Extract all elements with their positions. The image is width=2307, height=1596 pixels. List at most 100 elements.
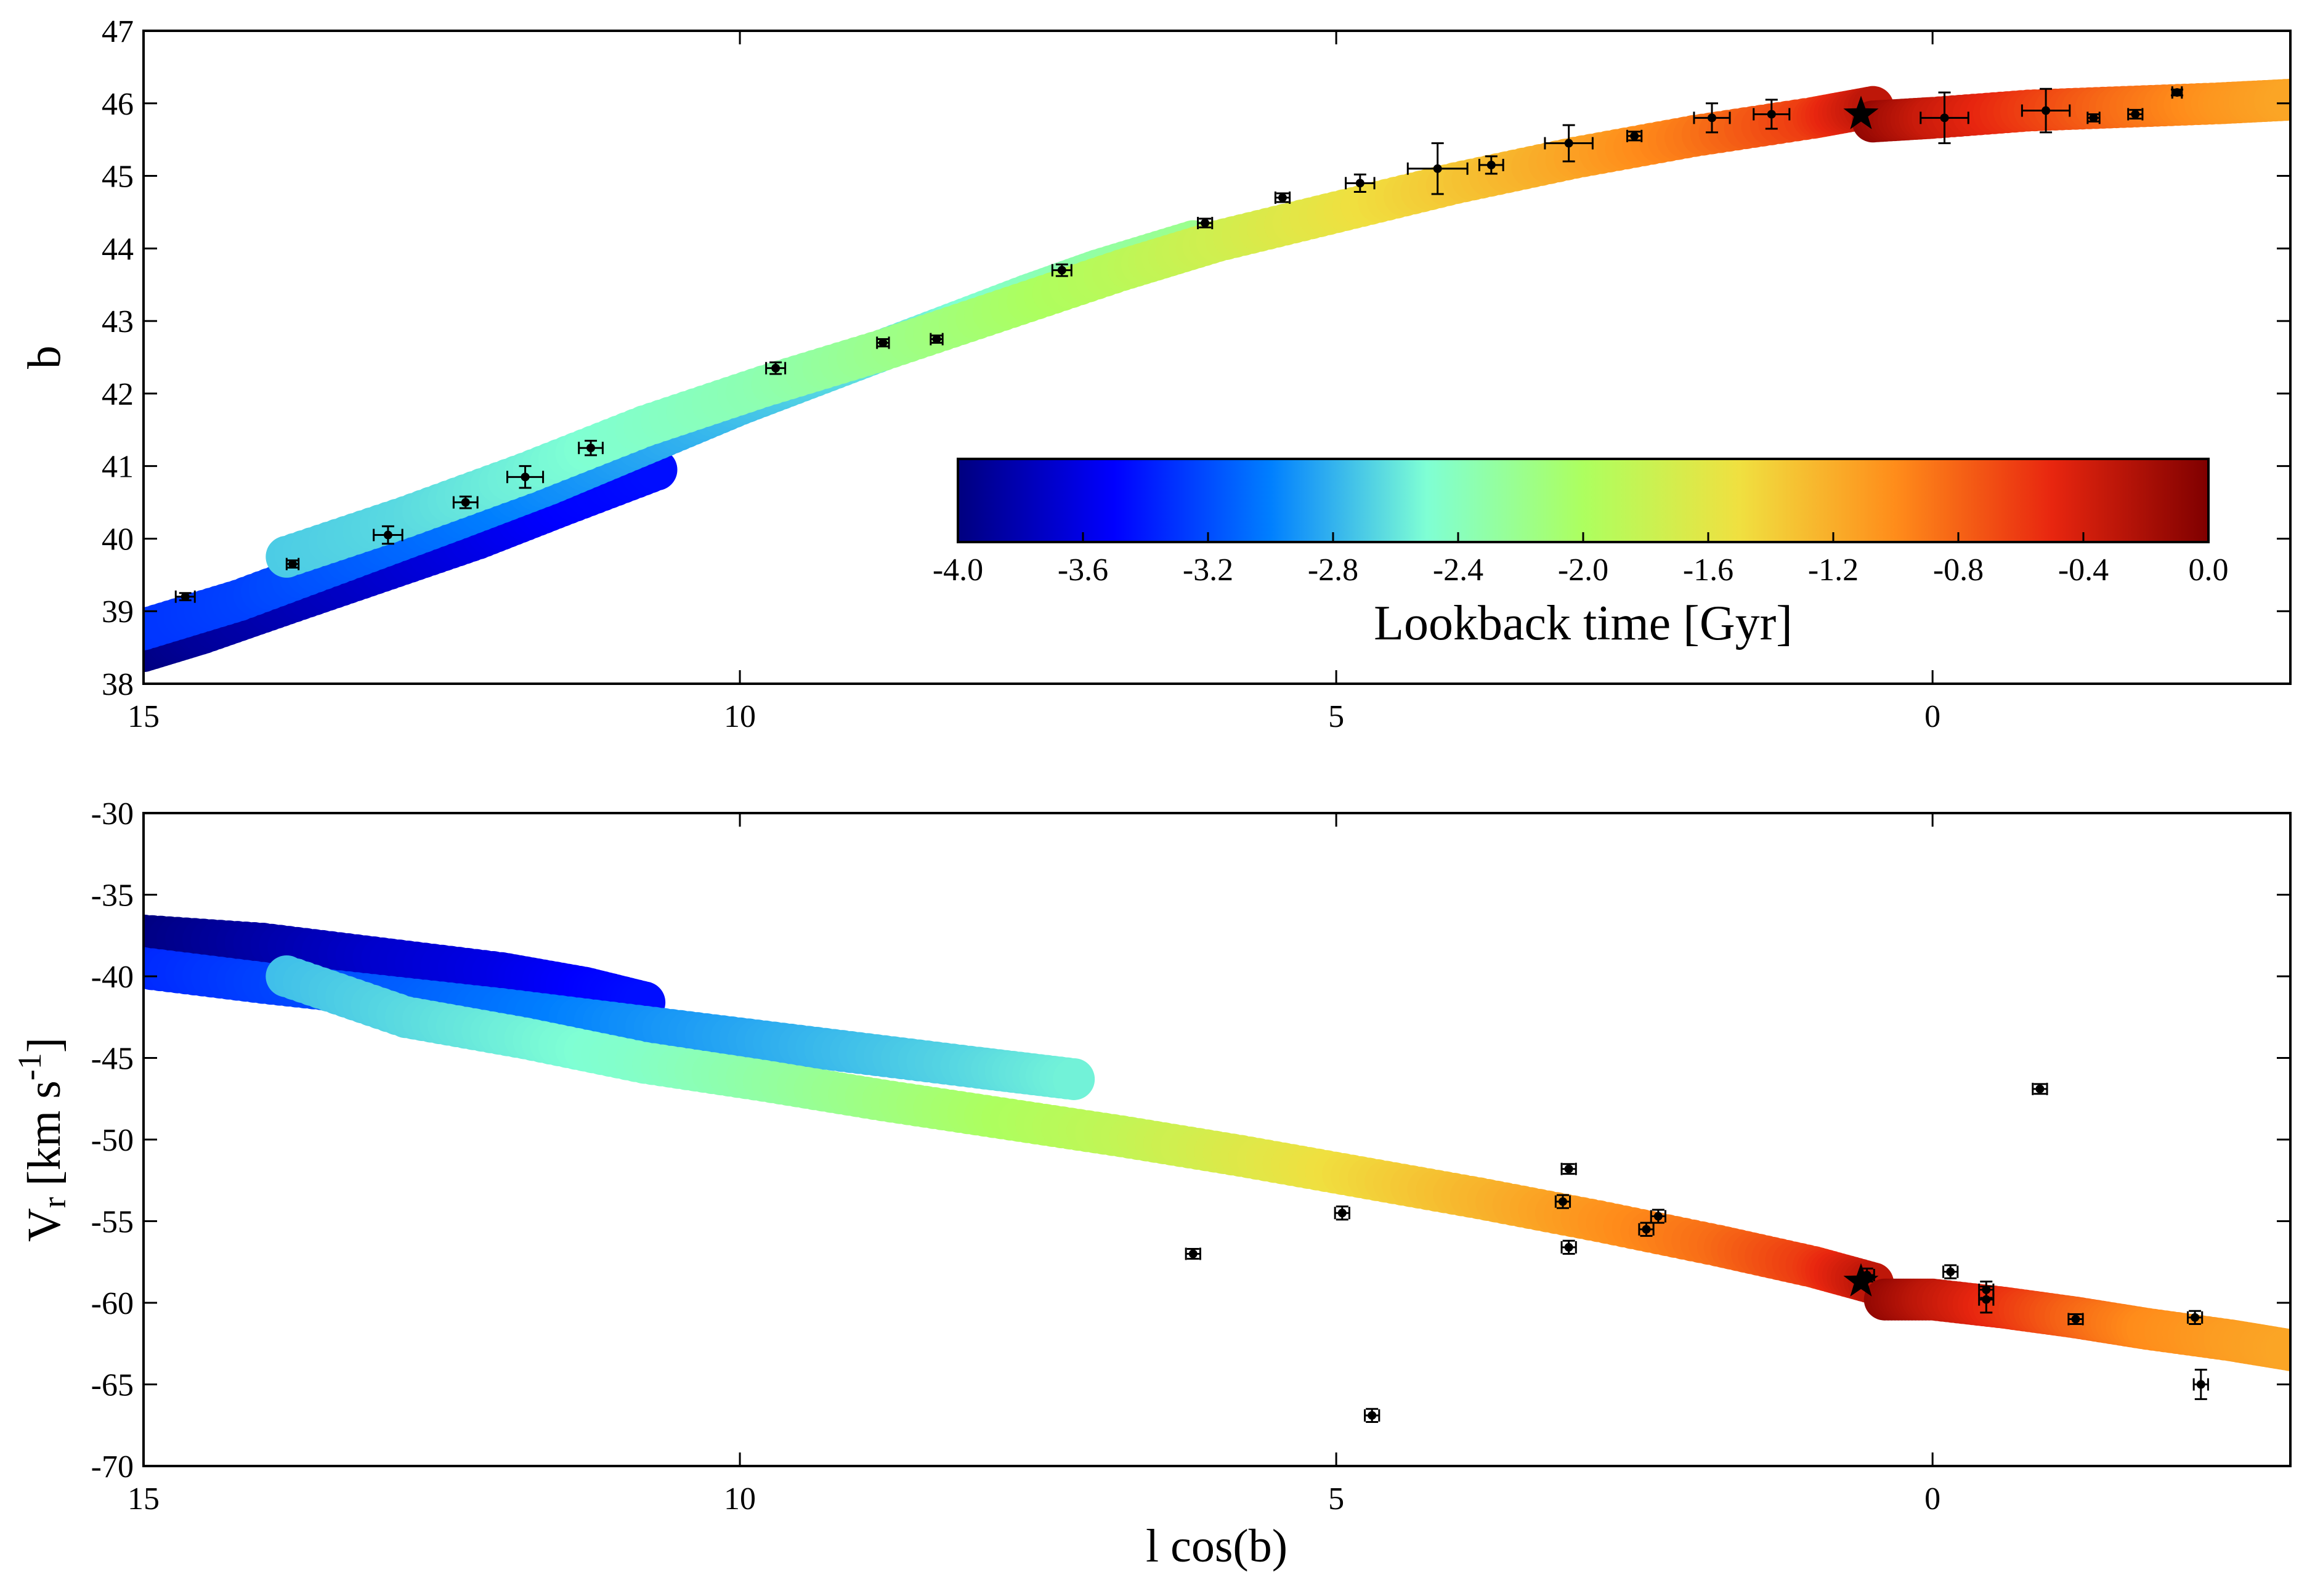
data-point-marker	[1201, 219, 1210, 228]
top-stream-tracks	[144, 78, 2290, 672]
data-point	[2171, 86, 2184, 99]
data-point	[2067, 1313, 2084, 1326]
bottom-star-marker	[1843, 1263, 1879, 1297]
data-point	[1554, 1194, 1571, 1209]
data-point	[765, 361, 787, 375]
data-point-marker	[1630, 131, 1639, 140]
colorbar-label: Lookback time [Gyr]	[1374, 596, 1793, 650]
y-tick-label: -60	[91, 1286, 134, 1321]
data-point	[1197, 217, 1214, 230]
y-tick-label: 42	[102, 377, 134, 412]
data-point-marker	[1653, 1212, 1663, 1221]
data-point-marker	[771, 363, 780, 373]
data-point-marker	[586, 444, 596, 453]
data-point	[1185, 1247, 1201, 1260]
ylabel-sub: r	[36, 1197, 73, 1208]
data-point-marker	[2196, 1380, 2205, 1389]
x-tick-label: 5	[1328, 699, 1344, 734]
data-point	[373, 525, 403, 545]
data-point-marker	[1982, 1295, 1991, 1304]
ylabel-main: V	[18, 1208, 70, 1242]
data-point	[2032, 1082, 2048, 1095]
x-tick-label: 10	[724, 699, 756, 734]
top-y-axis-label: b	[18, 346, 70, 369]
data-point	[1920, 91, 1969, 145]
colorbar-tick-label: -1.2	[1808, 553, 1859, 588]
data-point-marker	[1188, 1249, 1198, 1258]
y-tick-label: 44	[102, 232, 134, 267]
colorbar-tick-label: 0.0	[2189, 553, 2229, 588]
data-point-marker	[1940, 113, 1949, 123]
stream-track	[1852, 78, 2290, 143]
data-point	[1978, 1286, 1995, 1314]
ylabel-sup: -1	[11, 1053, 48, 1080]
data-point-marker	[1355, 179, 1364, 188]
y-tick-label: 47	[102, 14, 134, 49]
y-tick-label: 46	[102, 87, 134, 122]
data-point	[1626, 129, 1643, 142]
data-point	[2192, 1369, 2209, 1400]
data-point	[1693, 102, 1731, 134]
data-point	[1753, 99, 1791, 130]
y-tick-label: 40	[102, 522, 134, 557]
stream-particle	[2269, 1329, 2290, 1371]
data-point-marker	[1767, 110, 1776, 119]
bottom-y-axis-label: Vr [km s-1]	[11, 1037, 73, 1242]
colorbar-tick-label: -2.8	[1308, 553, 1358, 588]
bottom-axis-ticks: 15 10 5 0 -70 -65 -60 -55 -50 -45 -40 -35 -30	[91, 796, 2290, 1517]
top-axis-ticks: 15 10 5 0 38 39 40 41 42 43 44 45 46 47	[102, 14, 2290, 734]
bottom-plot-frame	[142, 812, 2292, 1467]
stream-track	[266, 955, 1894, 1305]
data-point	[285, 557, 300, 570]
top-plot-frame	[142, 30, 2292, 685]
top-data-points	[174, 86, 2184, 603]
stream-particle	[2269, 78, 2290, 121]
x-tick-label: 0	[1924, 1481, 1940, 1517]
y-tick-label: 38	[102, 667, 134, 702]
data-point	[1345, 173, 1376, 193]
data-point	[1638, 1221, 1655, 1237]
data-point	[1406, 142, 1469, 195]
data-point	[578, 439, 604, 456]
data-point	[1560, 1162, 1577, 1175]
data-point-marker	[1564, 1164, 1573, 1173]
x-tick-label: 10	[724, 1481, 756, 1517]
data-point-marker	[461, 498, 470, 507]
y-tick-label: 43	[102, 304, 134, 339]
data-point	[930, 333, 944, 346]
data-point-marker	[932, 334, 941, 344]
stream-particle	[1053, 1058, 1095, 1100]
stream-track	[266, 86, 1894, 578]
colorbar-tick-label: -2.4	[1433, 553, 1483, 588]
x-tick-label: 15	[128, 699, 160, 734]
progenitor-star	[1843, 95, 1879, 129]
data-point	[1364, 1408, 1381, 1423]
colorbar-bar	[957, 458, 2210, 543]
data-point-marker	[1433, 164, 1442, 173]
y-tick-label: -50	[91, 1123, 134, 1158]
data-point	[1478, 155, 1504, 175]
bottom-x-axis-label: l cos(b)	[1146, 1520, 1287, 1572]
colorbar-tick-label: -0.8	[1933, 553, 1984, 588]
ylabel-close: ]	[18, 1037, 70, 1053]
colorbar-tick-label: -2.0	[1558, 553, 1608, 588]
colorbar-ticks: -4.0 -3.6 -3.2 -2.8 -2.4 -2.0 -1.6 -1.2 -0.8 -0.4…	[933, 532, 2229, 588]
y-tick-label: 41	[102, 450, 134, 485]
data-point	[2086, 111, 2101, 124]
data-point-marker	[1558, 1197, 1567, 1206]
data-point-marker	[1337, 1209, 1347, 1218]
data-point-marker	[180, 592, 190, 601]
data-point-marker	[1946, 1267, 1955, 1276]
x-tick-label: 0	[1924, 699, 1940, 734]
data-point	[1560, 1239, 1577, 1255]
data-point-marker	[1642, 1225, 1651, 1234]
y-tick-label: -35	[91, 878, 134, 913]
data-point	[506, 465, 545, 489]
data-point	[2021, 87, 2071, 134]
colorbar-tick-label: -1.6	[1683, 553, 1733, 588]
data-point-marker	[2071, 1314, 2080, 1324]
colorbar-tick-label: -4.0	[933, 553, 983, 588]
data-point	[1334, 1205, 1350, 1221]
colorbar-tick-label: -3.2	[1183, 553, 1233, 588]
